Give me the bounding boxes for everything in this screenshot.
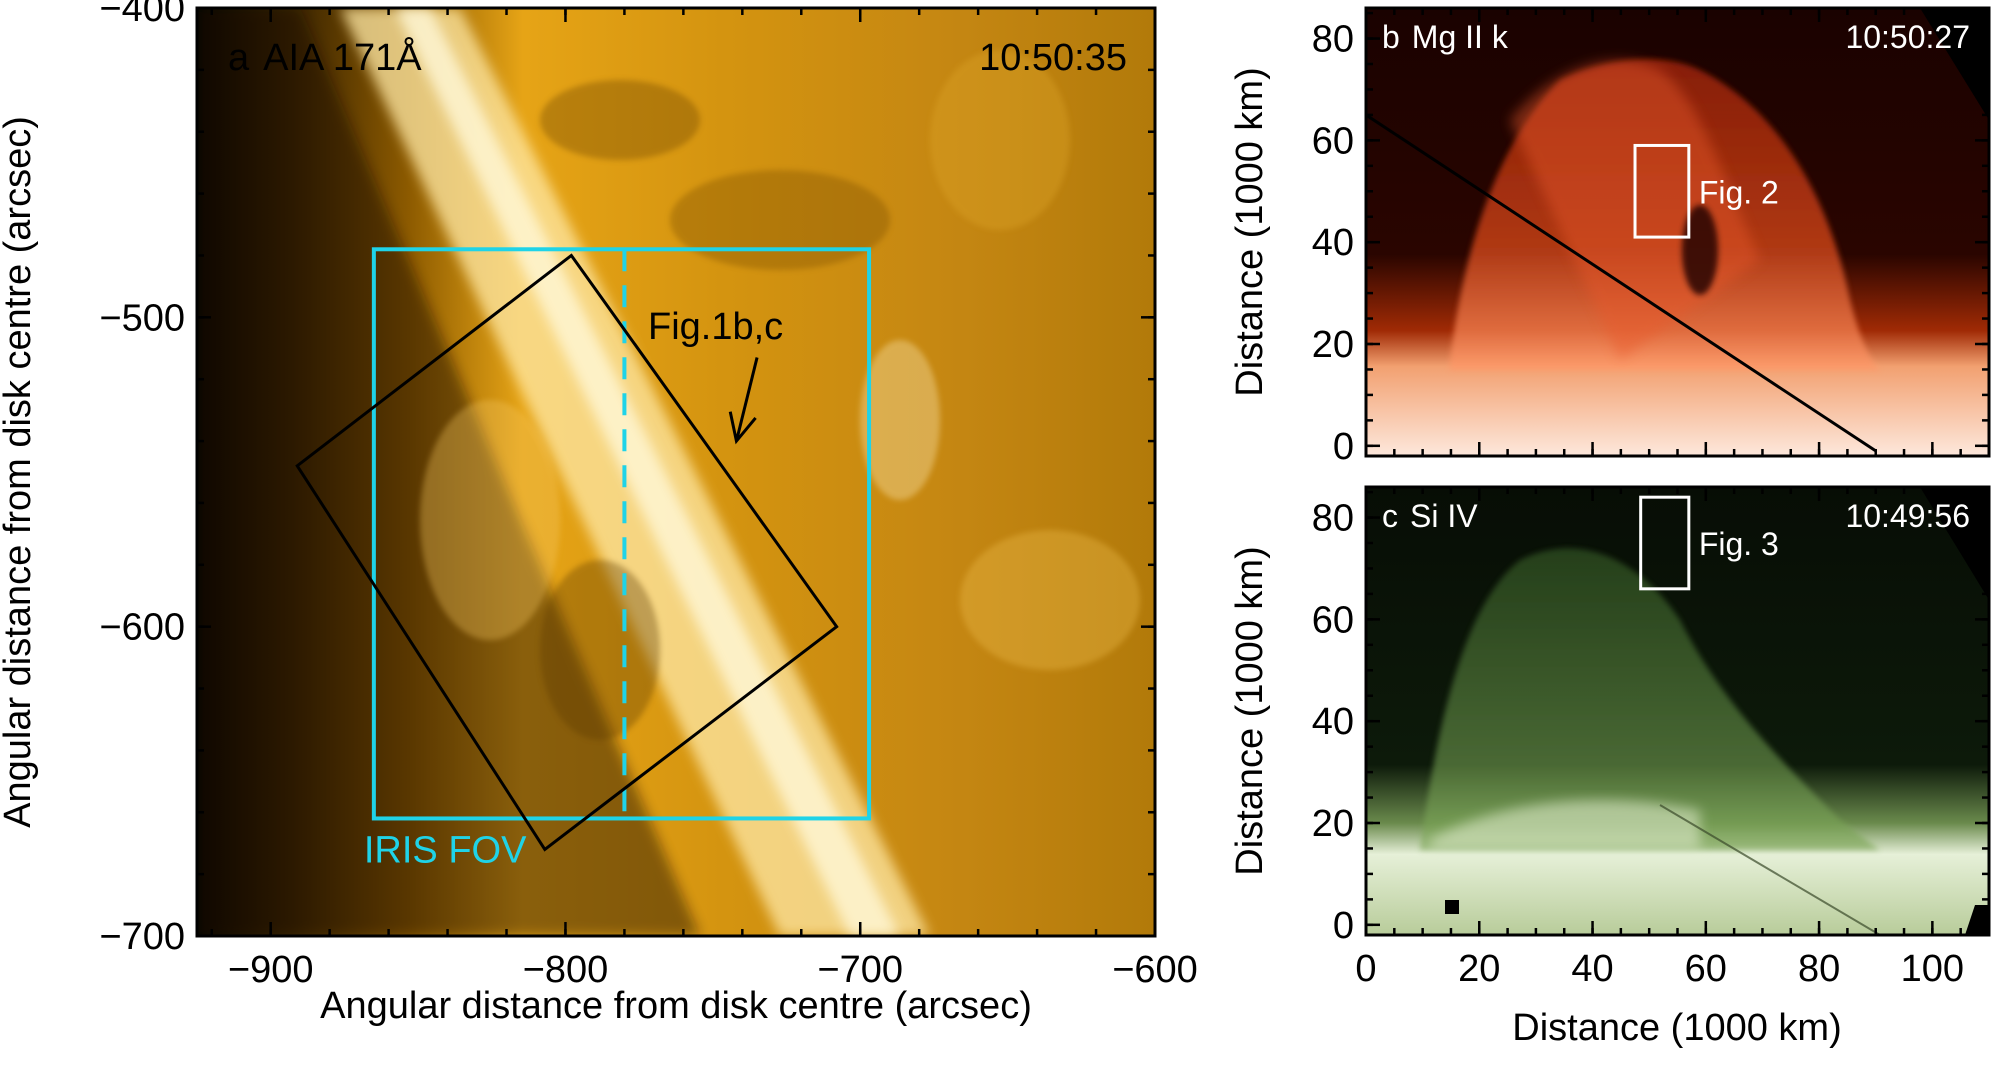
- x-tick-label: −900: [228, 949, 314, 991]
- zoom-arrow: [728, 357, 759, 445]
- iris-fov-box: IRIS FOV: [364, 247, 872, 871]
- panel-b-ticks: 0 20 40 60 80: [1312, 8, 1991, 468]
- panel-c-time: 10:49:56: [1845, 498, 1970, 534]
- panel-a-image: [197, 8, 1155, 936]
- panel-a-ylabel: Angular distance from disk centre (arcse…: [0, 116, 39, 828]
- zoom-box: [295, 253, 839, 852]
- panel-b-box-label: Fig. 2: [1699, 174, 1779, 210]
- panel-a-xlabel: Angular distance from disk centre (arcse…: [320, 985, 1032, 1027]
- y-tick-label: 60: [1312, 120, 1354, 162]
- x-tick-label: 20: [1458, 948, 1500, 990]
- y-tick-label: 40: [1312, 701, 1354, 743]
- panel-b-image: [1366, 8, 1989, 456]
- panel-b: Fig. 2 b Mg II k 10:50:27 0 20 40 60 80 Dista…: [1229, 6, 1991, 468]
- panel-b-time: 10:50:27: [1845, 19, 1970, 55]
- panel-c-label: c Si IV: [1382, 498, 1478, 534]
- panel-c-image: [1366, 487, 1989, 935]
- y-tick-label: −500: [99, 297, 185, 339]
- y-tick-label: 20: [1312, 324, 1354, 366]
- x-tick-label: −600: [1112, 949, 1198, 991]
- y-tick-label: 40: [1312, 222, 1354, 264]
- panel-c-ylabel: Distance (1000 km): [1229, 546, 1271, 875]
- y-tick-label: −400: [99, 0, 185, 30]
- y-tick-label: 0: [1333, 426, 1354, 468]
- x-tick-label: 0: [1355, 948, 1376, 990]
- y-tick-label: 60: [1312, 599, 1354, 641]
- panel-a-label: a AIA 171Å: [228, 35, 422, 79]
- y-tick-label: 80: [1312, 19, 1354, 61]
- x-tick-label: −800: [523, 949, 609, 991]
- panel-c-box-label: Fig. 3: [1699, 526, 1779, 562]
- x-tick-label: −700: [817, 949, 903, 991]
- x-tick-label: 60: [1685, 948, 1727, 990]
- x-tick-label: 80: [1798, 948, 1840, 990]
- x-tick-label: 40: [1571, 948, 1613, 990]
- panel-a-frame: [195, 6, 1157, 938]
- panel-b-box: [1633, 143, 1691, 239]
- y-tick-label: 0: [1333, 905, 1354, 947]
- iris-fov-rect: [371, 247, 872, 821]
- y-tick-label: −600: [99, 607, 185, 649]
- iris-fov-label: IRIS FOV: [364, 829, 527, 871]
- panel-c-xlabel: Distance (1000 km): [1512, 1007, 1841, 1049]
- panel-c-box: [1639, 495, 1691, 591]
- panel-a-ticks: −900 −800 −700 −600 −700 −600 −500 −400: [99, 0, 1197, 991]
- panel-a: IRIS FOV Fig.1b,c a AIA 171Å 10:50:35 −90…: [0, 0, 1198, 1027]
- panel-b-ylabel: Distance (1000 km): [1229, 67, 1271, 396]
- panel-a-time: 10:50:35: [979, 37, 1127, 79]
- zoom-box-label: Fig.1b,c: [648, 306, 783, 348]
- panel-c-ticks: 0 20 40 60 80 100 0 20 40 60 80: [1312, 487, 1991, 990]
- panel-b-label: b Mg II k: [1382, 19, 1509, 55]
- panel-c: Fig. 3 c Si IV 10:49:56 0 20 40 60 80 100 0 20 40…: [1229, 485, 1991, 1049]
- y-tick-label: 80: [1312, 498, 1354, 540]
- y-tick-label: 20: [1312, 803, 1354, 845]
- x-tick-label: 100: [1901, 948, 1964, 990]
- y-tick-label: −700: [99, 916, 185, 958]
